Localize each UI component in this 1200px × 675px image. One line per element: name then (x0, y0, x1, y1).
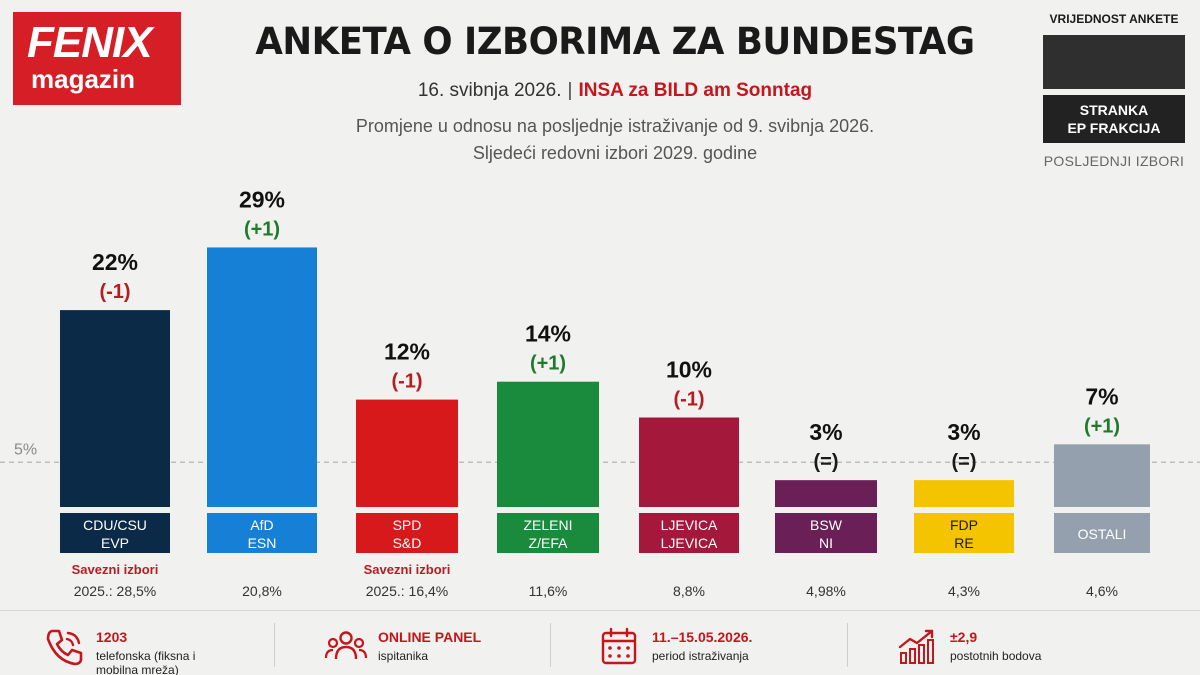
party-name: OSTALI (1078, 526, 1127, 542)
poll-date: 16. svibnja 2026. (417, 80, 562, 101)
change-label: (+1) (244, 218, 280, 240)
party-name: ZELENI (523, 517, 572, 533)
sample-description-line1: telefonska (fiksna i (96, 649, 196, 663)
bar-ljevica (639, 417, 739, 507)
party-label-box (639, 513, 739, 553)
footer-item-margin: ±2,9 postotnih bodova (896, 623, 1096, 673)
value-label: 7% (1085, 383, 1118, 409)
change-label: (+1) (1084, 415, 1120, 437)
party-name: AfD (250, 517, 273, 533)
party-name: FDP (950, 517, 978, 533)
legend: VRIJEDNOST ANKETE STRANKA EP FRAKCIJA PO… (1043, 12, 1185, 169)
bar-bsw (775, 480, 877, 507)
last-election-value: 4,6% (1086, 583, 1118, 599)
change-label: (+1) (530, 353, 566, 375)
change-label: (-1) (673, 389, 704, 411)
last-election-value: 2025.: 28,5% (74, 583, 157, 599)
footer-item-sample: 1203 telefonska (fiksna i mobilna mreža) (42, 623, 242, 675)
sample-description-line2: mobilna mreža) (96, 663, 179, 675)
value-label: 3% (809, 419, 842, 445)
last-election-note: Savezni izbori (72, 562, 159, 577)
last-election-value: 4,98% (806, 583, 846, 599)
survey-period-description: period istraživanja (652, 649, 749, 663)
ep-group: S&D (393, 535, 422, 551)
chart-title: ANKETA O IZBORIMA ZA BUNDESTAG (255, 20, 975, 63)
brand-logo: FENIX magazin (13, 12, 181, 105)
bar-ostali (1054, 444, 1150, 507)
legend-group-label: EP FRAKCIJA (1067, 120, 1161, 136)
party-label-box (1054, 513, 1150, 553)
phone-icon (46, 629, 83, 666)
party-label-box (497, 513, 599, 553)
party-name: BSW (810, 517, 843, 533)
value-label: 29% (239, 186, 285, 212)
footer-divider (274, 623, 275, 667)
brand-name: FENIX (27, 18, 153, 67)
sample-description: telefonska (fiksna i mobilna mreža) (96, 649, 195, 675)
party-label-box (60, 513, 170, 553)
brand-subname: magazin (31, 64, 136, 94)
party-label-box (356, 513, 458, 553)
methodology-footer: 1203 telefonska (fiksna i mobilna mreža)… (0, 610, 1200, 675)
party-label-box (775, 513, 877, 553)
value-label: 22% (92, 249, 138, 275)
last-election-value: 11,6% (529, 583, 568, 599)
ep-group: EVP (101, 535, 129, 551)
ep-group: RE (954, 535, 973, 551)
survey-period: 11.–15.05.2026. (652, 629, 753, 645)
ep-group: ESN (248, 535, 277, 551)
change-label: (-1) (391, 371, 422, 393)
bar-afd (207, 247, 317, 507)
dateline: 16. svibnja 2026. | INSA za BILD am Sonnta… (220, 80, 1010, 102)
party-name: LJEVICA (661, 517, 718, 533)
sample-size: 1203 (96, 629, 128, 645)
survey-method-description: ispitanika (378, 649, 429, 663)
dateline-separator: | (567, 80, 573, 101)
margin-of-error-description: postotnih bodova (950, 649, 1042, 663)
last-election-value: 8,8% (673, 583, 705, 599)
value-label: 12% (384, 339, 430, 365)
change-label: (=) (952, 451, 977, 473)
bar-cducsu (60, 310, 170, 507)
party-label-box (207, 513, 317, 553)
ep-group: Z/EFA (529, 535, 569, 551)
party-label-box (914, 513, 1014, 553)
ep-group: LJEVICA (661, 535, 718, 551)
survey-method: ONLINE PANEL (378, 629, 482, 645)
subtitle-changes: Promjene u odnosu na posljednje istraživ… (355, 116, 875, 136)
change-label: (=) (814, 451, 839, 473)
last-election-value: 20,8% (242, 583, 282, 599)
legend-footer: POSLJEDNJI IZBORI (1043, 153, 1185, 169)
legend-party-label: STRANKA (1079, 102, 1149, 118)
people-icon (324, 631, 368, 660)
legend-title: VRIJEDNOST ANKETE (1049, 12, 1179, 26)
legend-value-box (1043, 35, 1185, 89)
last-election-value: 4,3% (948, 583, 980, 599)
growth-chart-icon (898, 629, 934, 664)
ep-group: NI (819, 535, 833, 551)
bar-spd (356, 399, 458, 507)
poll-source: INSA za BILD am Sonntag (578, 80, 813, 101)
legend-party-box: STRANKA EP FRAKCIJA (1043, 95, 1185, 143)
value-label: 10% (666, 357, 712, 383)
bar-chart: 5% 22% (-1) CDU/CSU EVP Savezni izbori 2025.: … (0, 186, 1200, 599)
last-election-value: 2025.: 16,4% (366, 583, 449, 599)
value-label: 14% (525, 321, 571, 347)
value-label: 3% (947, 419, 980, 445)
party-name: CDU/CSU (83, 517, 147, 533)
last-election-note: Savezni izbori (364, 562, 451, 577)
party-name: SPD (393, 517, 422, 533)
margin-of-error: ±2,9 (950, 629, 978, 645)
footer-divider (847, 623, 848, 667)
bar-fdp (914, 480, 1014, 507)
footer-divider (550, 623, 551, 667)
threshold-label: 5% (14, 441, 37, 458)
bar-zeleni (497, 381, 599, 507)
footer-item-method: ONLINE PANEL ispitanika (324, 623, 524, 673)
calendar-icon (601, 627, 637, 665)
change-label: (-1) (99, 281, 130, 303)
subtitle-next-election: Sljedeći redovni izbori 2029. godine (472, 143, 758, 163)
footer-item-period: 11.–15.05.2026. period istraživanja (598, 623, 818, 673)
